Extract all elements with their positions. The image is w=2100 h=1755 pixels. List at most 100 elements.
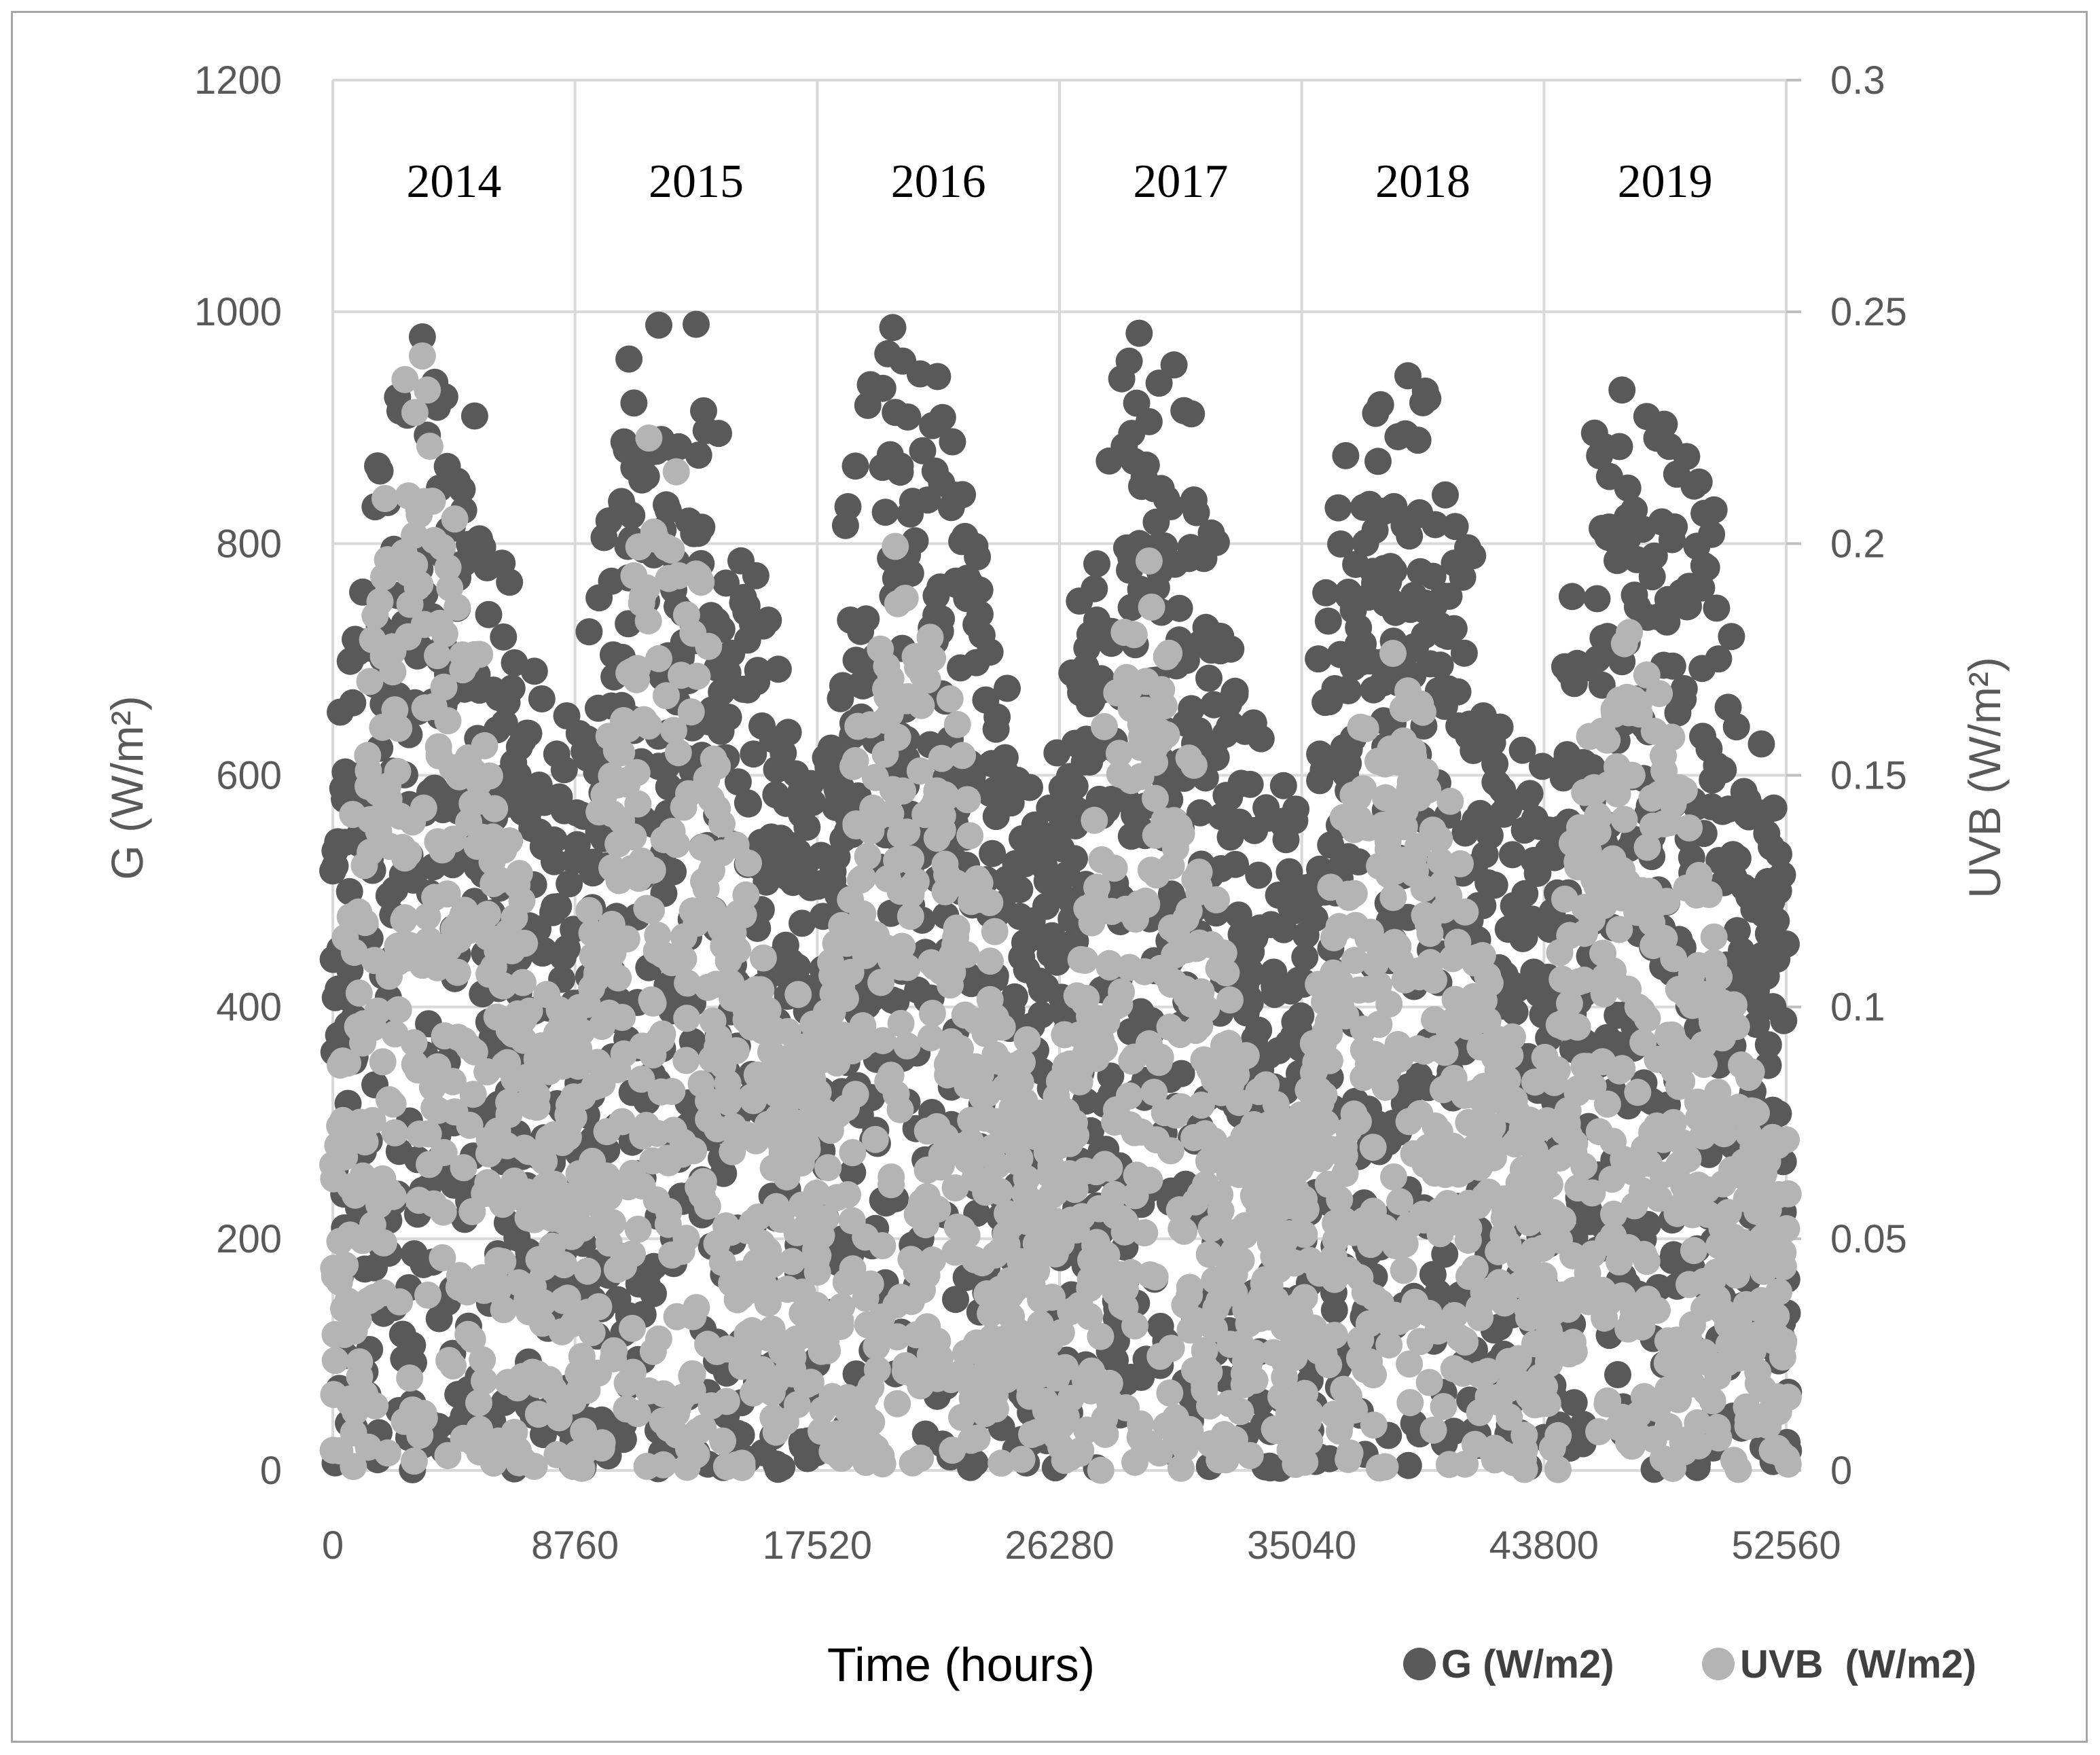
data-point xyxy=(1115,347,1143,375)
data-point xyxy=(1160,351,1188,379)
data-point xyxy=(991,744,1019,772)
data-point xyxy=(334,1049,361,1077)
data-point xyxy=(1161,941,1189,969)
data-point xyxy=(1137,856,1165,884)
data-point xyxy=(1364,448,1392,475)
data-point xyxy=(408,323,436,350)
data-point xyxy=(1306,767,1334,795)
data-point xyxy=(1332,441,1360,469)
data-point xyxy=(615,345,643,373)
data-point xyxy=(1420,966,1447,994)
data-point xyxy=(1769,1331,1797,1358)
data-point xyxy=(1580,866,1608,894)
data-point xyxy=(469,1346,496,1374)
x-tick-label: 0 xyxy=(322,1523,344,1568)
data-point xyxy=(1440,1417,1468,1445)
data-point xyxy=(1768,1242,1796,1270)
data-point xyxy=(1096,1155,1123,1182)
data-point xyxy=(386,1288,414,1316)
data-point xyxy=(1419,1416,1447,1444)
data-point xyxy=(430,673,458,701)
data-point xyxy=(513,801,541,829)
data-point xyxy=(410,488,438,515)
data-point xyxy=(654,496,682,524)
data-point xyxy=(595,1229,623,1257)
data-point xyxy=(884,723,911,751)
data-point xyxy=(1142,784,1169,812)
data-point xyxy=(623,759,651,786)
data-point xyxy=(1335,677,1362,704)
data-point xyxy=(958,573,985,600)
data-point xyxy=(1396,1389,1424,1417)
data-point xyxy=(609,1108,636,1136)
data-point xyxy=(1558,583,1586,611)
data-point xyxy=(598,854,626,882)
data-point xyxy=(645,1325,672,1353)
data-point xyxy=(1754,920,1782,947)
data-point xyxy=(886,458,914,486)
data-point xyxy=(1411,1037,1438,1065)
data-point xyxy=(1430,1393,1458,1420)
data-point xyxy=(1650,410,1678,438)
data-point xyxy=(1530,1262,1558,1290)
data-point xyxy=(375,785,403,813)
data-point xyxy=(1165,594,1193,622)
data-point xyxy=(1644,889,1672,917)
data-point xyxy=(409,952,437,979)
data-point xyxy=(882,532,909,560)
data-point xyxy=(834,493,862,520)
data-point xyxy=(869,1232,897,1260)
y2-tick-label: 0.1 xyxy=(1830,985,1885,1030)
data-point xyxy=(1131,1219,1159,1247)
data-point xyxy=(1167,1093,1195,1121)
data-point xyxy=(508,887,536,915)
data-point xyxy=(1135,547,1163,575)
data-point xyxy=(1694,1104,1722,1132)
data-point xyxy=(1082,737,1110,765)
data-point xyxy=(1380,1163,1407,1191)
year-label: 2015 xyxy=(649,156,744,208)
data-point xyxy=(879,314,907,342)
y-tick-label: 1200 xyxy=(194,58,282,103)
data-point xyxy=(893,818,921,846)
data-point xyxy=(1365,1011,1393,1038)
data-point xyxy=(931,781,959,809)
data-point xyxy=(1301,905,1328,933)
data-point xyxy=(1441,513,1469,541)
data-point xyxy=(1709,989,1737,1017)
data-point xyxy=(1645,1184,1673,1212)
data-point xyxy=(670,945,698,973)
data-point xyxy=(1296,1427,1324,1455)
data-point xyxy=(928,403,956,431)
data-point xyxy=(1340,880,1368,907)
data-point xyxy=(937,971,964,999)
data-point xyxy=(379,1090,407,1118)
data-point xyxy=(633,574,661,602)
data-point xyxy=(1091,1035,1118,1063)
data-point xyxy=(449,641,476,669)
data-point xyxy=(740,740,767,768)
data-point xyxy=(1394,1451,1422,1479)
data-point xyxy=(465,769,493,797)
data-point xyxy=(1135,408,1163,435)
data-point xyxy=(994,674,1021,702)
data-point xyxy=(1341,947,1369,975)
data-point xyxy=(917,1024,945,1051)
data-point xyxy=(1650,742,1677,770)
data-point xyxy=(664,739,692,767)
data-point xyxy=(628,466,656,494)
data-point xyxy=(1132,887,1159,915)
data-point xyxy=(867,969,895,996)
data-point xyxy=(1178,695,1206,723)
data-point xyxy=(1121,1312,1148,1340)
data-point xyxy=(460,1038,488,1066)
data-point xyxy=(556,870,583,898)
data-point xyxy=(1604,547,1631,575)
data-point xyxy=(374,1439,401,1467)
data-point xyxy=(1419,562,1447,590)
data-point xyxy=(906,757,934,785)
data-point xyxy=(1195,664,1223,692)
data-point xyxy=(364,997,392,1025)
data-point xyxy=(613,925,640,953)
data-point xyxy=(1316,1047,1343,1074)
